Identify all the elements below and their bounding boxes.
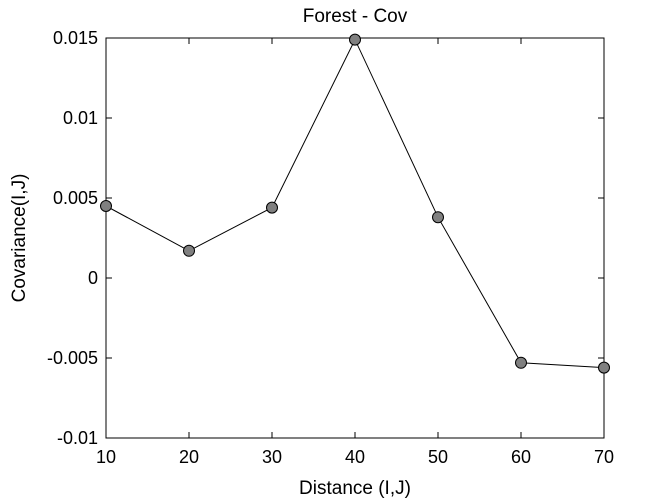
- plot-area: [105, 37, 605, 439]
- x-tick-label: 30: [262, 447, 282, 467]
- y-tick-label: -0.005: [47, 348, 98, 368]
- x-tick-label: 20: [179, 447, 199, 467]
- data-point: [349, 33, 361, 46]
- y-tick-label: -0.01: [57, 428, 98, 448]
- y-axis-title: Covariance(I,J): [9, 174, 30, 303]
- data-point: [100, 200, 112, 212]
- x-tick-label: 50: [428, 447, 448, 467]
- x-axis: 10 20 30 40 50 60 70: [96, 38, 614, 467]
- x-tick-label: 10: [96, 447, 116, 467]
- data-point: [598, 361, 610, 374]
- y-tick-label: 0.01: [63, 108, 98, 128]
- x-tick-label: 60: [511, 447, 531, 467]
- y-axis: -0.01 -0.005 0 0.005 0.01 0.015: [47, 28, 604, 448]
- data-point: [183, 244, 195, 257]
- y-tick-label: 0.015: [53, 28, 98, 48]
- data-series: [100, 33, 610, 374]
- x-tick-label: 70: [594, 447, 614, 467]
- data-point: [432, 211, 444, 224]
- data-point: [266, 201, 278, 214]
- data-point: [515, 356, 527, 369]
- x-axis-title: Distance (I,J): [299, 478, 411, 499]
- y-tick-label: 0.005: [53, 188, 98, 208]
- chart-title: Forest - Cov: [303, 6, 408, 27]
- y-tick-label: 0: [88, 268, 98, 288]
- x-tick-label: 40: [345, 447, 365, 467]
